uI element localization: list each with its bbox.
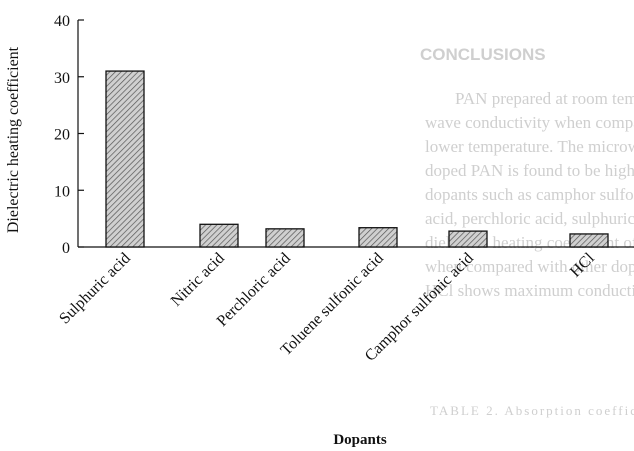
x-tick-label: Toluene sulfonic acid [278,250,387,359]
bg-line: lower temperature. The microwave conduct… [425,137,634,156]
bg-line: PAN prepared at room temperature shows h… [455,89,634,108]
y-tick-label: 30 [54,70,70,87]
bg-line: HCl shows maximum conductivity. The cond… [425,281,634,300]
bg-line: wave conductivity when compared with tha… [425,113,634,132]
bg-line: when compared with other dopants. PANI d… [425,257,634,276]
bg-line: doped PAN is found to be high when compa… [425,161,634,180]
y-tick-label: 10 [54,183,70,200]
bar [105,70,145,248]
x-tick-label: Sulphuric acid [56,250,134,328]
bar [199,223,239,248]
bg-line: acid, perchloric acid, sulphuric acid, a… [425,209,634,228]
bg-heading: CONCLUSIONS [420,45,546,64]
y-axis-label: Dielectric heating coefficient [5,46,22,233]
y-tick-label: 20 [54,127,70,144]
bg-line: dopants such as camphor sulfonic acid, t… [425,185,634,204]
x-tick-label: Nitric acid [168,250,228,310]
bar [448,230,488,248]
x-axis-label: Dopants [333,432,387,448]
bar [265,228,305,248]
y-tick-label: 40 [54,13,70,30]
y-tick-label: 0 [62,240,70,257]
bar [358,227,398,248]
bar [569,233,609,248]
bg-caption: TABLE 2. Absorption coefficient and skin… [430,403,634,418]
